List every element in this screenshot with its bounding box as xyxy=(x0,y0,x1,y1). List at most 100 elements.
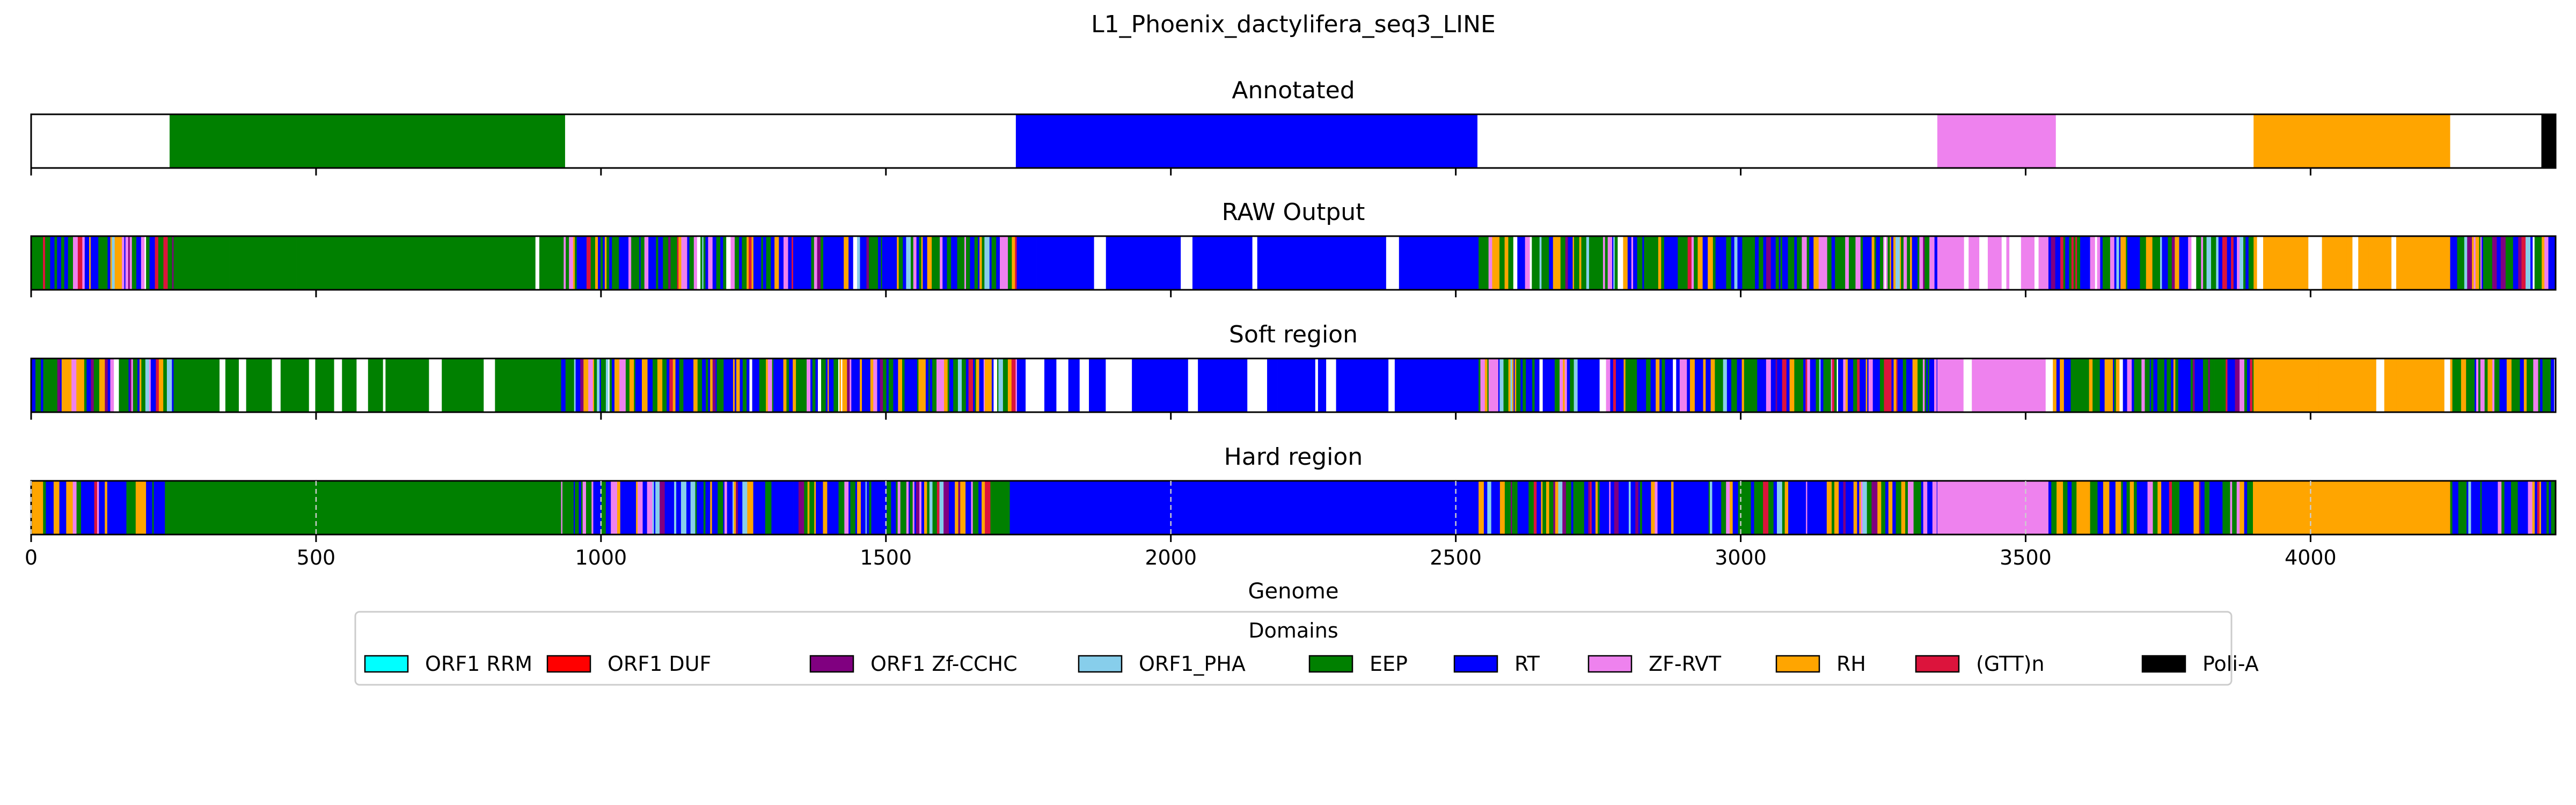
segment xyxy=(2132,358,2134,412)
segment xyxy=(2115,481,2121,535)
segment xyxy=(1881,358,1884,412)
segment xyxy=(712,481,718,535)
segment xyxy=(1782,481,1785,535)
segment xyxy=(1379,358,1389,412)
segment xyxy=(2506,358,2512,412)
segment xyxy=(2006,236,2010,290)
segment xyxy=(90,236,94,290)
segment xyxy=(574,358,576,412)
segment xyxy=(2148,236,2153,290)
segment xyxy=(1851,481,1854,535)
segment xyxy=(2442,236,2447,290)
segment xyxy=(54,236,57,290)
segment xyxy=(949,358,954,412)
segment xyxy=(871,481,877,535)
segment xyxy=(1564,358,1568,412)
segment xyxy=(1775,358,1777,412)
segment xyxy=(539,236,543,290)
segment xyxy=(702,481,704,535)
segment xyxy=(261,236,268,290)
segment xyxy=(712,236,717,290)
segment xyxy=(347,236,354,290)
segment xyxy=(2095,236,2097,290)
segment xyxy=(1247,358,1258,412)
segment xyxy=(2243,236,2246,290)
segment xyxy=(620,358,626,412)
segment xyxy=(821,358,826,412)
segment xyxy=(935,236,940,290)
segment xyxy=(1826,358,1828,412)
segment xyxy=(1924,236,1930,290)
segment xyxy=(1248,236,1253,290)
segment xyxy=(585,236,587,290)
segment xyxy=(2201,236,2204,290)
segment xyxy=(165,481,169,535)
segment xyxy=(188,358,202,412)
segment xyxy=(1919,236,1923,290)
segment xyxy=(606,236,610,290)
segment xyxy=(575,481,577,535)
segment xyxy=(1536,481,1541,535)
segment xyxy=(1995,358,2006,412)
segment xyxy=(647,481,653,535)
segment xyxy=(1565,481,1572,535)
segment xyxy=(1884,358,1889,412)
segment xyxy=(239,236,253,290)
segment xyxy=(923,358,926,412)
segment xyxy=(1623,236,1625,290)
segment xyxy=(586,481,592,535)
segment xyxy=(1663,481,1670,535)
segment xyxy=(2488,481,2492,535)
segment xyxy=(842,358,847,412)
segment xyxy=(1534,358,1540,412)
segment xyxy=(1520,358,1523,412)
segment xyxy=(152,481,154,535)
segment xyxy=(796,358,801,412)
segment xyxy=(1670,358,1673,412)
segment xyxy=(1599,481,1605,535)
segment xyxy=(2237,236,2240,290)
segment xyxy=(887,481,890,535)
segment xyxy=(728,358,734,412)
segment xyxy=(1629,358,1633,412)
segment xyxy=(1737,358,1742,412)
segment xyxy=(2188,236,2192,290)
segment xyxy=(2057,481,2062,535)
segment xyxy=(2367,358,2377,412)
segment xyxy=(695,481,697,535)
segment xyxy=(2528,481,2533,535)
segment xyxy=(1823,236,1828,290)
segment xyxy=(889,481,891,535)
segment xyxy=(747,358,750,412)
segment xyxy=(489,236,499,290)
segment xyxy=(914,358,918,412)
segment xyxy=(1152,236,1157,290)
segment xyxy=(1845,358,1848,412)
segment xyxy=(582,481,587,535)
segment xyxy=(2180,481,2186,535)
segment xyxy=(145,358,150,412)
segment xyxy=(1729,481,1733,535)
segment xyxy=(882,236,886,290)
segment xyxy=(353,236,361,290)
segment xyxy=(1214,236,1225,290)
segment xyxy=(2116,236,2120,290)
segment xyxy=(2518,236,2522,290)
segment xyxy=(1872,358,1875,412)
segment xyxy=(910,481,913,535)
segment xyxy=(1883,236,1885,290)
segment xyxy=(1277,358,1286,412)
segment xyxy=(623,236,625,290)
segment xyxy=(1162,358,1173,412)
segment xyxy=(2236,481,2240,535)
segment xyxy=(1508,236,1514,290)
segment xyxy=(752,358,756,412)
segment xyxy=(133,358,138,412)
segment xyxy=(702,236,704,290)
segment xyxy=(1568,236,1573,290)
segment xyxy=(817,358,822,412)
segment xyxy=(1610,481,1615,535)
segment xyxy=(84,358,87,412)
segment xyxy=(921,236,923,290)
segment xyxy=(2158,236,2161,290)
